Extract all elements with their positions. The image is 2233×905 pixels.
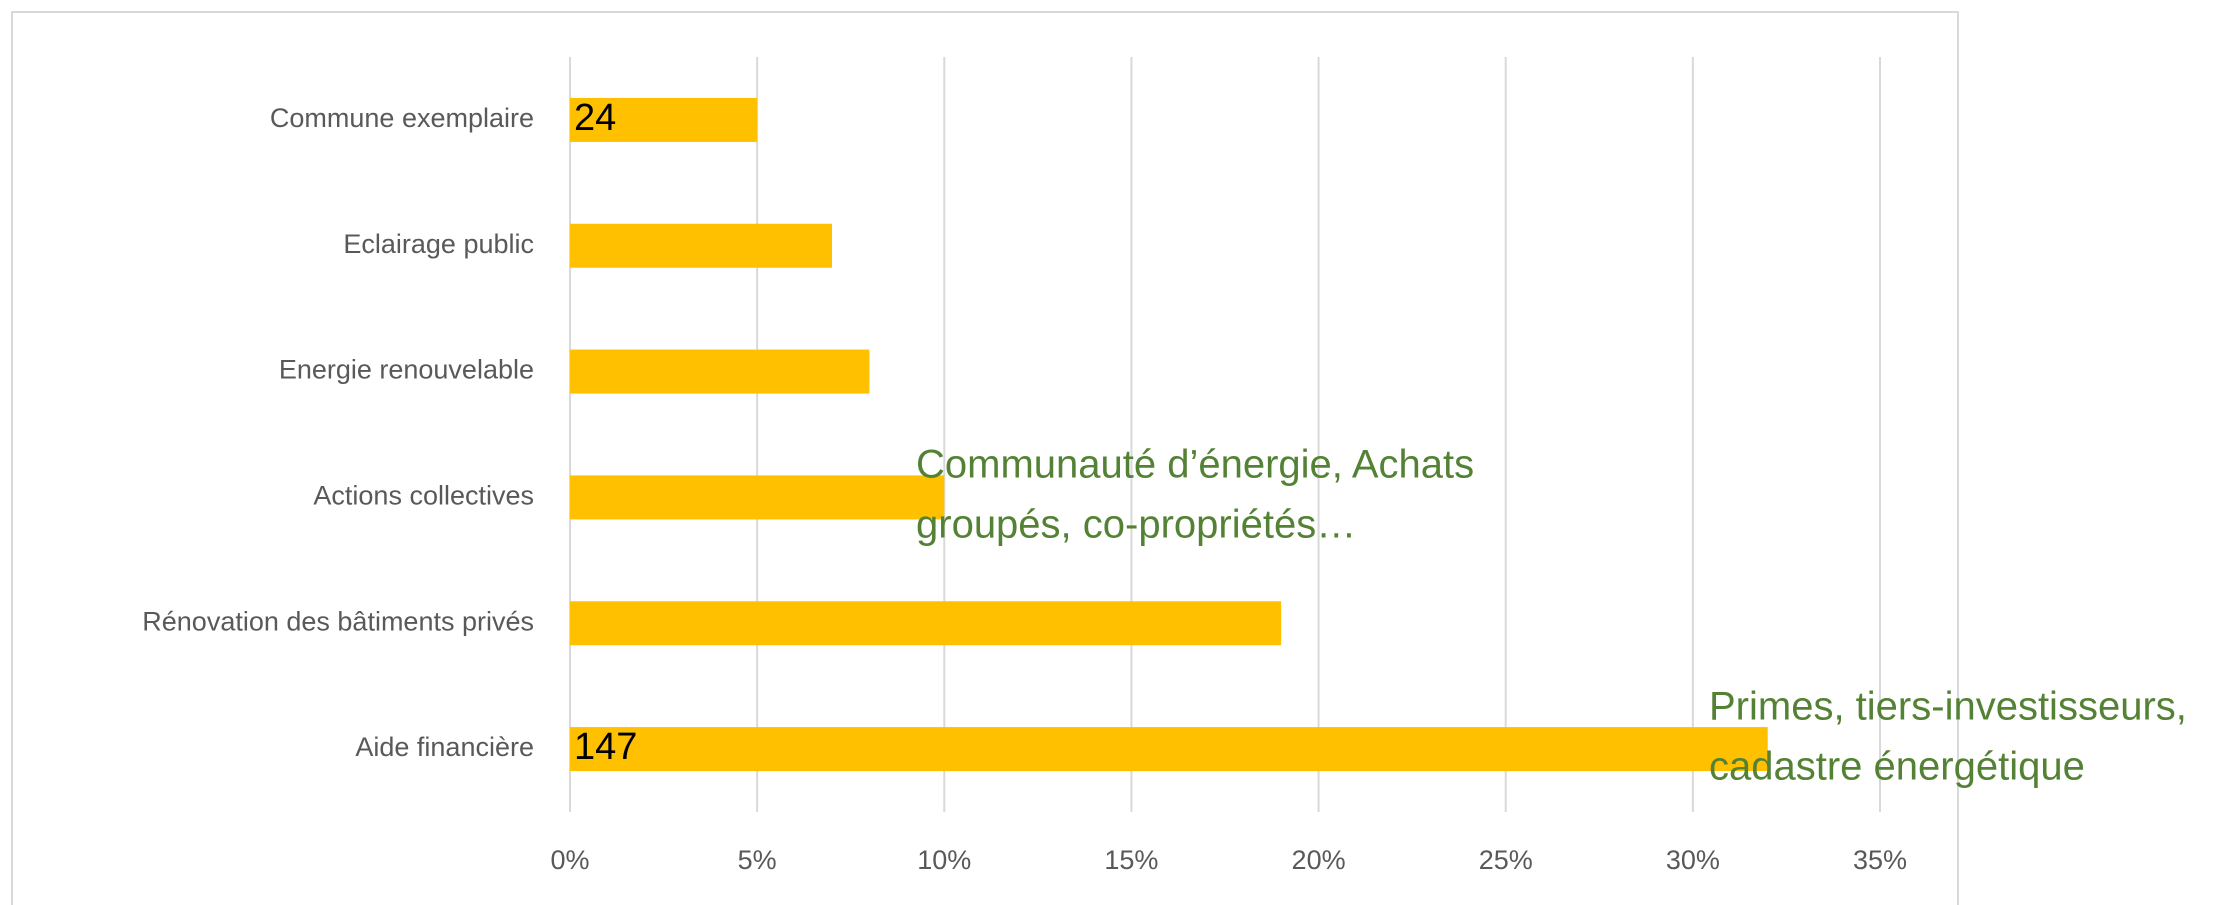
annotation: Communauté d’énergie, Achats — [916, 443, 1474, 487]
x-tick-label: 20% — [1292, 845, 1346, 875]
annotation: 147 — [574, 726, 637, 768]
annotation: Primes, tiers-investisseurs, — [1709, 685, 2187, 729]
annotation: cadastre énergétique — [1709, 745, 2085, 789]
x-tick-label: 30% — [1666, 845, 1720, 875]
x-tick-label: 25% — [1479, 845, 1533, 875]
bar — [570, 475, 945, 520]
x-tick-label: 10% — [917, 845, 971, 875]
bar — [570, 223, 832, 268]
y-tick-label: Commune exemplaire — [270, 103, 534, 133]
annotation: groupés, co-propriétés… — [916, 503, 1356, 547]
bar — [570, 601, 1282, 646]
x-tick-label: 0% — [550, 845, 589, 875]
bar — [570, 727, 1768, 772]
y-tick-label: Energie renouvelable — [279, 355, 534, 385]
x-tick-label: 35% — [1853, 845, 1907, 875]
y-tick-label: Eclairage public — [343, 229, 534, 259]
annotation: 24 — [574, 97, 616, 139]
x-tick-label: 5% — [738, 845, 777, 875]
y-tick-label: Actions collectives — [313, 481, 534, 511]
y-tick-label: Rénovation des bâtiments privés — [142, 606, 534, 636]
bar — [570, 97, 758, 142]
bar — [570, 349, 870, 394]
y-tick-label: Aide financière — [355, 732, 534, 762]
x-tick-label: 15% — [1104, 845, 1158, 875]
